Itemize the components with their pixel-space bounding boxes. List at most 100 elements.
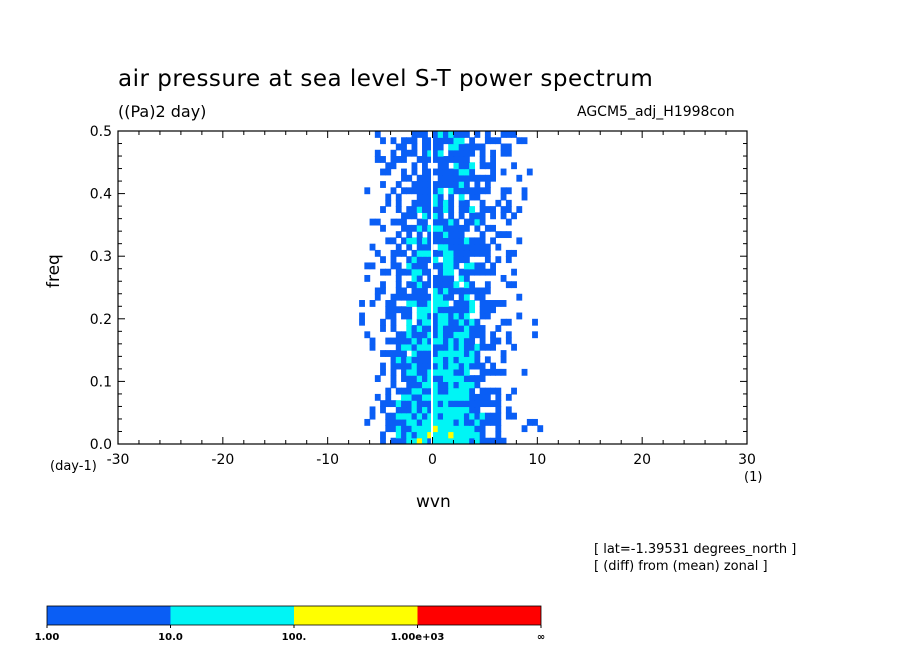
heatmap-cell <box>395 431 402 439</box>
heatmap-cell <box>432 306 439 314</box>
heatmap-cell <box>448 174 455 182</box>
heatmap-cell <box>495 425 502 433</box>
heatmap-cell <box>458 418 465 426</box>
heatmap-cell <box>390 418 397 426</box>
colorbar-label: 100. <box>282 632 307 643</box>
heatmap-cell <box>474 262 481 270</box>
heatmap-cell <box>401 287 407 295</box>
heatmap-cell <box>463 337 470 345</box>
heatmap-cell <box>422 400 428 408</box>
heatmap-cell <box>448 231 455 239</box>
heatmap-cell <box>406 293 413 301</box>
heatmap-cell <box>416 337 423 345</box>
heatmap-cell <box>427 325 434 332</box>
heatmap-cell <box>432 137 439 145</box>
heatmap-cell <box>479 162 486 170</box>
y-tick-label: 0.4 <box>90 187 112 203</box>
heatmap-cell <box>479 375 486 382</box>
heatmap-cell <box>458 174 465 182</box>
heatmap-cell <box>369 218 376 226</box>
heatmap-cell <box>385 418 392 426</box>
heatmap-cell <box>469 356 476 364</box>
heatmap-cell <box>463 249 470 257</box>
heatmap-cell <box>484 174 491 182</box>
heatmap-cell <box>474 249 481 257</box>
heatmap-cell <box>401 350 407 357</box>
heatmap-cell <box>390 318 397 326</box>
heatmap-cell <box>521 137 528 145</box>
y-tick-label: 0.2 <box>90 312 112 328</box>
heatmap-cell <box>427 168 434 176</box>
heatmap-cell <box>442 362 449 370</box>
heatmap-cell <box>390 337 397 345</box>
heatmap-cell <box>479 212 486 220</box>
heatmap-cell <box>427 425 434 433</box>
heatmap-cell <box>484 268 491 276</box>
heatmap-cell <box>401 249 407 257</box>
heatmap-cell <box>416 431 423 439</box>
heatmap-cell <box>432 375 439 382</box>
heatmap-cell <box>395 262 402 270</box>
heatmap-cell <box>453 400 460 408</box>
heatmap-cell <box>422 337 428 345</box>
heatmap-cell <box>505 331 512 339</box>
y-tick-label: 0.0 <box>90 437 112 453</box>
heatmap-cell <box>442 162 449 170</box>
heatmap-cell <box>437 418 444 426</box>
heatmap-cell <box>505 187 512 195</box>
heatmap-cell <box>458 325 465 332</box>
heatmap-cell <box>427 418 434 426</box>
heatmap-cell <box>442 431 449 439</box>
heatmap-cell <box>490 137 496 145</box>
heatmap-cell <box>479 187 486 195</box>
heatmap-cell <box>406 231 413 239</box>
heatmap-cell <box>406 418 413 426</box>
heatmap-cell <box>474 431 481 439</box>
heatmap-cell <box>474 174 481 182</box>
heatmap-cell <box>442 137 449 145</box>
heatmap-cell <box>427 174 434 182</box>
heatmap-cell <box>469 218 476 226</box>
heatmap-cell <box>490 206 496 213</box>
heatmap-cell <box>411 343 418 351</box>
heatmap-cell <box>479 331 486 339</box>
heatmap-cell <box>437 400 444 408</box>
heatmap-cell <box>385 393 392 401</box>
heatmap-cell <box>500 187 507 195</box>
heatmap-cell <box>458 162 465 170</box>
heatmap-cell <box>406 174 413 182</box>
heatmap-cell <box>484 356 491 364</box>
heatmap-cell <box>395 412 402 420</box>
heatmap-cell <box>453 300 460 307</box>
heatmap-cell <box>490 362 496 370</box>
heatmap-cell <box>416 375 423 382</box>
heatmap-cell <box>427 375 434 382</box>
heatmap-cell <box>401 418 407 426</box>
colorbar-label: ∞ <box>537 632 545 643</box>
heatmap-cell <box>500 143 507 151</box>
heatmap-cell <box>458 156 465 163</box>
heatmap-cell <box>469 300 476 307</box>
heatmap-cell <box>374 375 381 382</box>
heatmap-cell <box>511 131 517 138</box>
heatmap-cell <box>437 412 444 420</box>
heatmap-cell <box>422 437 428 444</box>
heatmap-cell <box>422 362 428 370</box>
colorbar-label: 1.00 <box>35 632 60 643</box>
diff-note: [ (diff) from (mean) zonal ] <box>594 559 768 574</box>
heatmap-cell <box>532 318 538 326</box>
heatmap-cell <box>369 262 376 270</box>
heatmap-cell <box>395 249 402 257</box>
y-tick-label: 0.1 <box>90 374 112 390</box>
heatmap-cell <box>458 318 465 326</box>
heatmap-cell <box>395 193 402 201</box>
heatmap-cell <box>448 412 455 420</box>
heatmap-cell <box>458 300 465 307</box>
heatmap-cell <box>479 325 486 332</box>
heatmap-cell <box>453 325 460 332</box>
heatmap-cell <box>453 137 460 145</box>
heatmap-cell <box>442 131 449 138</box>
heatmap-cell <box>490 400 496 408</box>
heatmap-cell <box>437 300 444 307</box>
heatmap-cell <box>380 137 386 145</box>
